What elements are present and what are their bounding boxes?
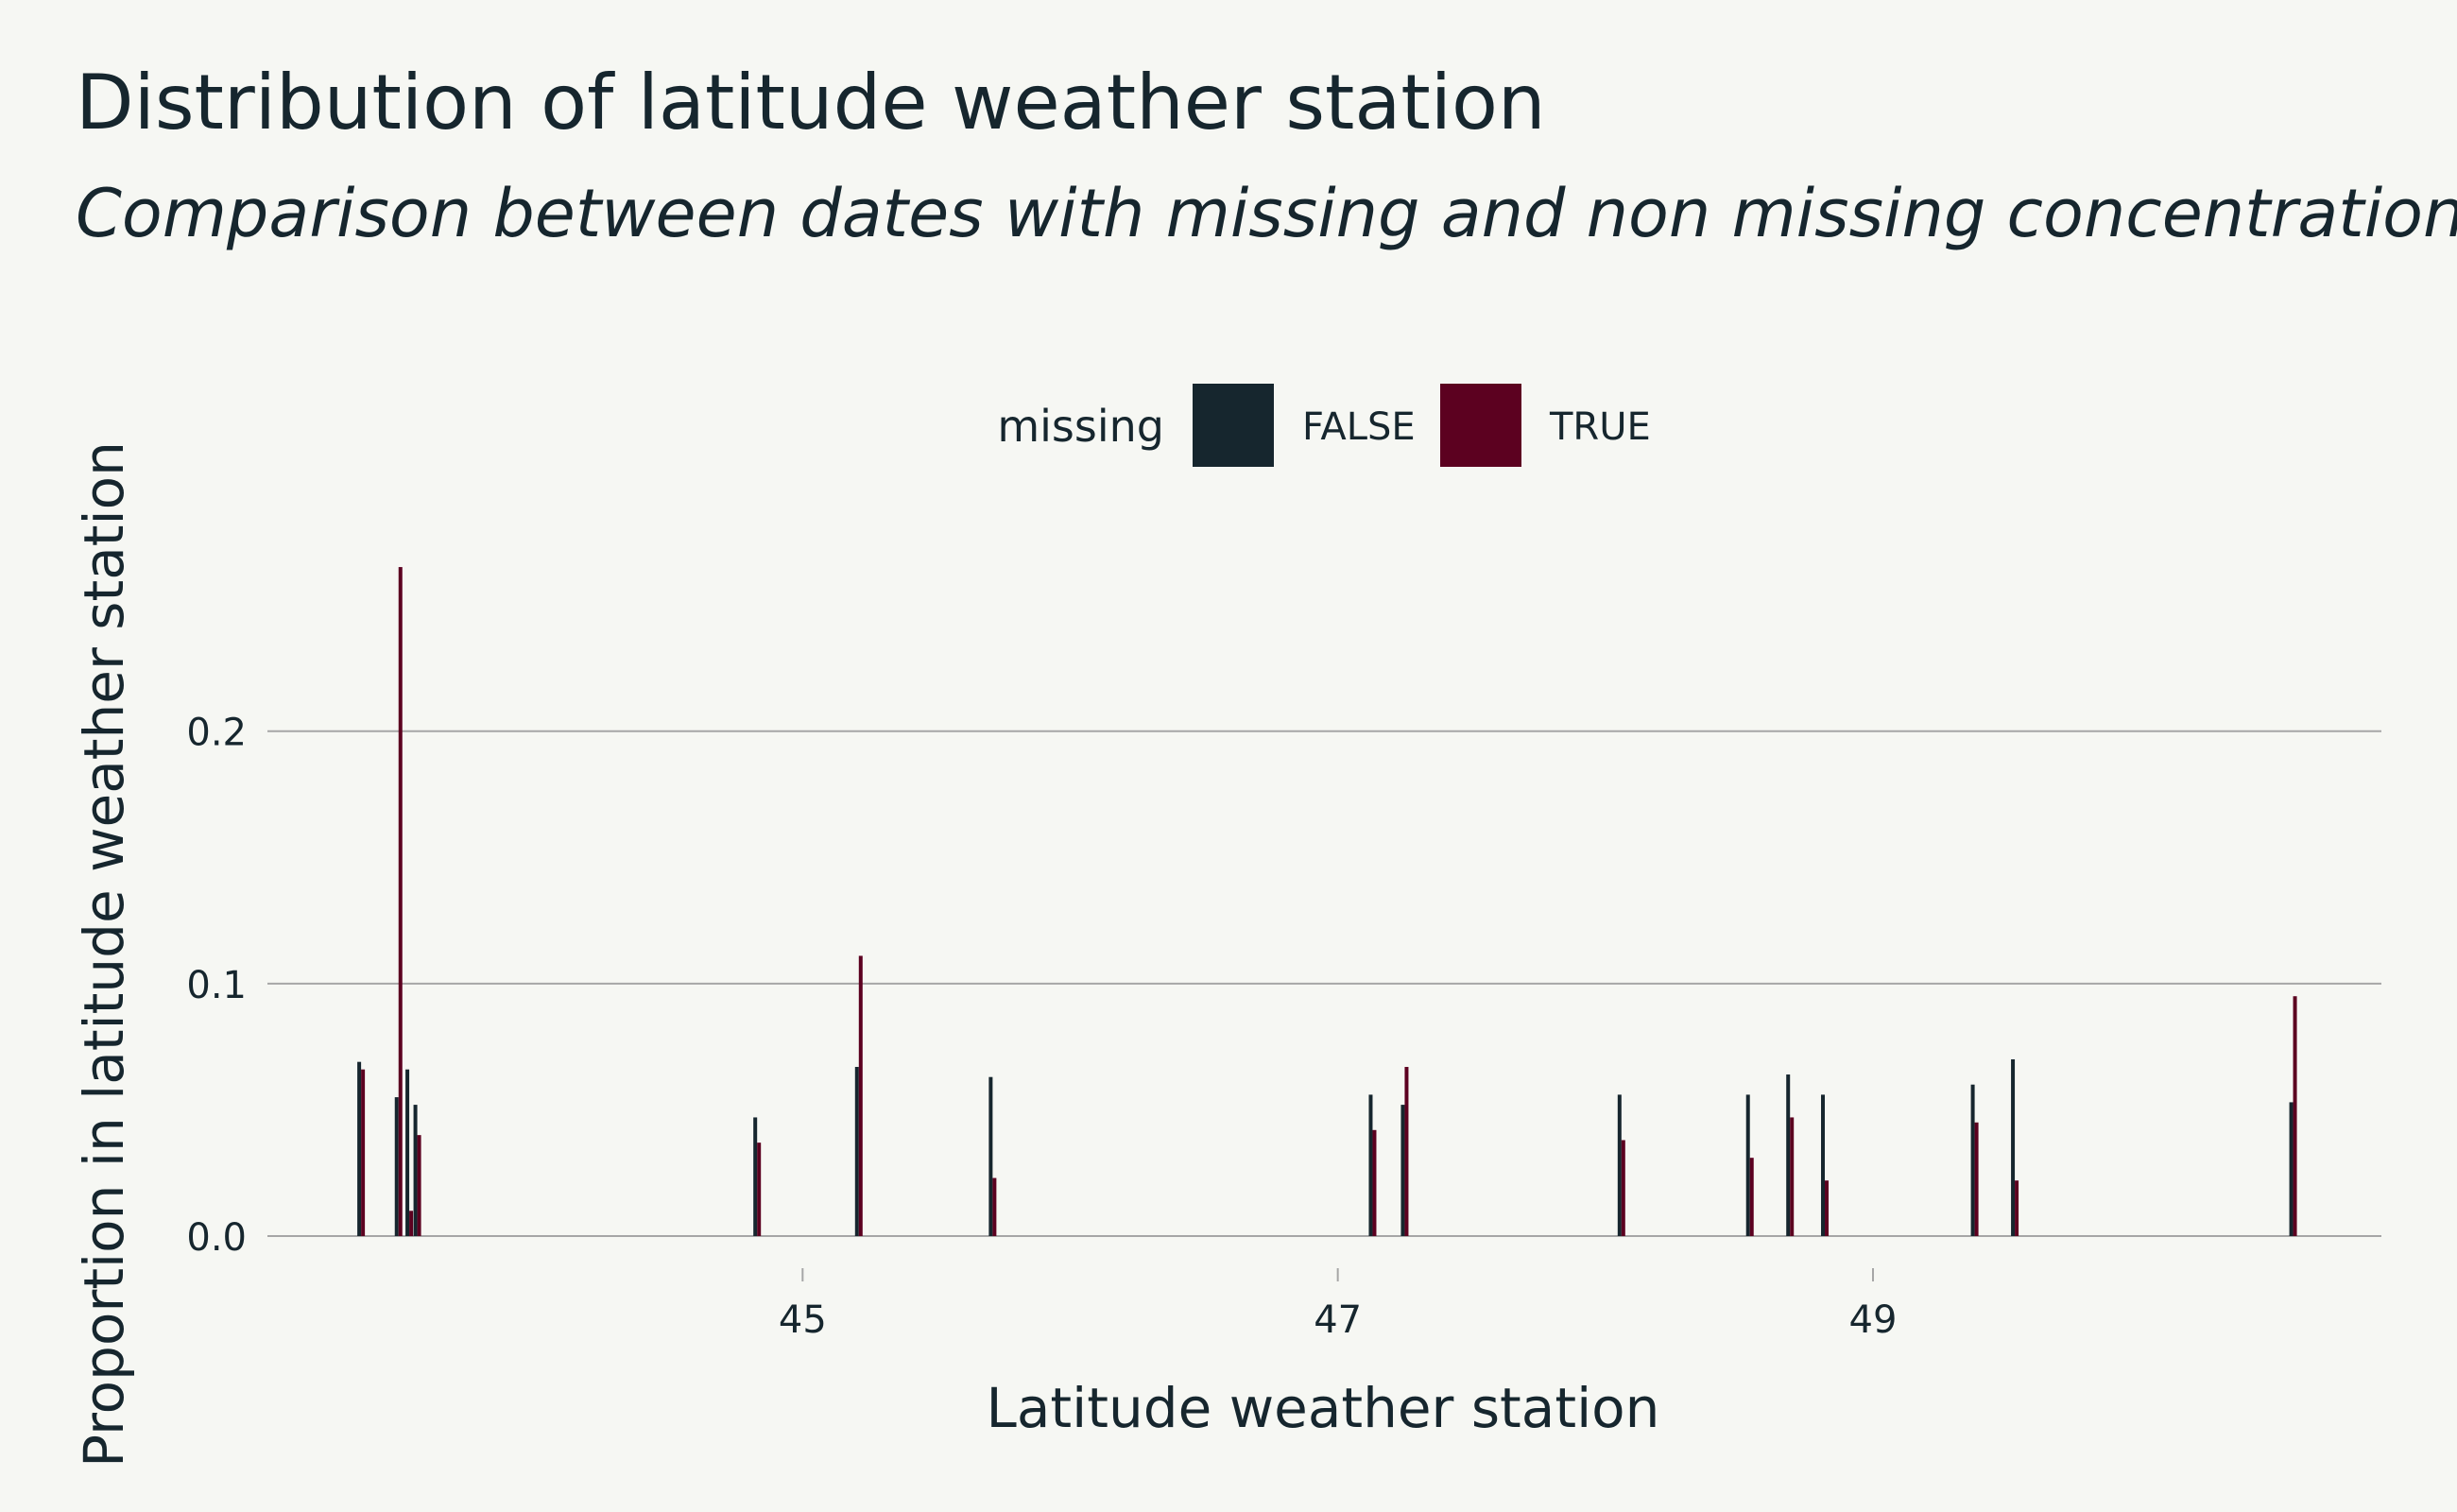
legend: missing FALSE TRUE: [997, 384, 1651, 467]
bar-true: [2015, 1180, 2019, 1236]
legend-label-true: TRUE: [1549, 405, 1651, 449]
legend-swatch-false: [1193, 384, 1274, 467]
bar-true: [1404, 1067, 1409, 1236]
grid-layer: [267, 730, 2381, 1237]
y-axis-label: Proportion in latitude weather station: [72, 441, 136, 1468]
bar-false: [2011, 1059, 2016, 1236]
x-axis-label: Latitude weather station: [987, 1376, 1660, 1440]
chart-subtitle: Comparison between dates with missing an…: [76, 175, 2457, 252]
bar-true: [1621, 1140, 1625, 1236]
bar-false: [394, 1097, 399, 1236]
bar-true: [858, 955, 863, 1236]
bar-false: [1821, 1094, 1826, 1236]
y-tick-label: 0.0: [186, 1216, 247, 1260]
bar-false: [1400, 1105, 1405, 1236]
bar-false: [413, 1105, 418, 1236]
bar-true: [1372, 1129, 1377, 1236]
bar-true: [1825, 1180, 1830, 1236]
bar-false: [753, 1117, 758, 1236]
x-tick-label: 49: [1849, 1298, 1898, 1342]
y-tick-label: 0.2: [186, 712, 247, 755]
bar-true: [417, 1135, 421, 1236]
bar-true: [2293, 996, 2297, 1236]
legend-title: missing: [997, 401, 1164, 452]
bars: [357, 567, 2297, 1236]
bar-true: [398, 567, 403, 1236]
x-tick-label: 47: [1314, 1298, 1362, 1342]
x-tick-label: 45: [779, 1298, 827, 1342]
chart-title: Distribution of latitude weather station: [76, 59, 1546, 146]
bar-false: [1786, 1074, 1791, 1236]
legend-swatch-true: [1440, 384, 1521, 467]
bar-true: [992, 1177, 997, 1236]
bar-true: [1974, 1122, 1979, 1236]
bar-false: [1617, 1094, 1622, 1236]
bar-true: [1749, 1158, 1754, 1236]
bar-false: [988, 1076, 993, 1236]
bar-true: [409, 1211, 414, 1236]
bar-false: [405, 1069, 410, 1236]
y-tick-label: 0.1: [186, 964, 247, 1007]
bar-false: [1368, 1094, 1373, 1236]
x-tick-labels: 45 47 49: [779, 1268, 1898, 1342]
bar-true: [757, 1143, 762, 1236]
bar-false: [854, 1067, 859, 1236]
bar-false: [357, 1061, 362, 1236]
bar-false: [1745, 1094, 1750, 1236]
y-tick-labels: 0.0 0.1 0.2: [186, 712, 247, 1260]
bar-false: [2289, 1102, 2294, 1236]
bar-true: [361, 1069, 366, 1236]
legend-label-false: FALSE: [1302, 405, 1416, 449]
bar-true: [1790, 1117, 1795, 1236]
bar-false: [1970, 1084, 1975, 1236]
